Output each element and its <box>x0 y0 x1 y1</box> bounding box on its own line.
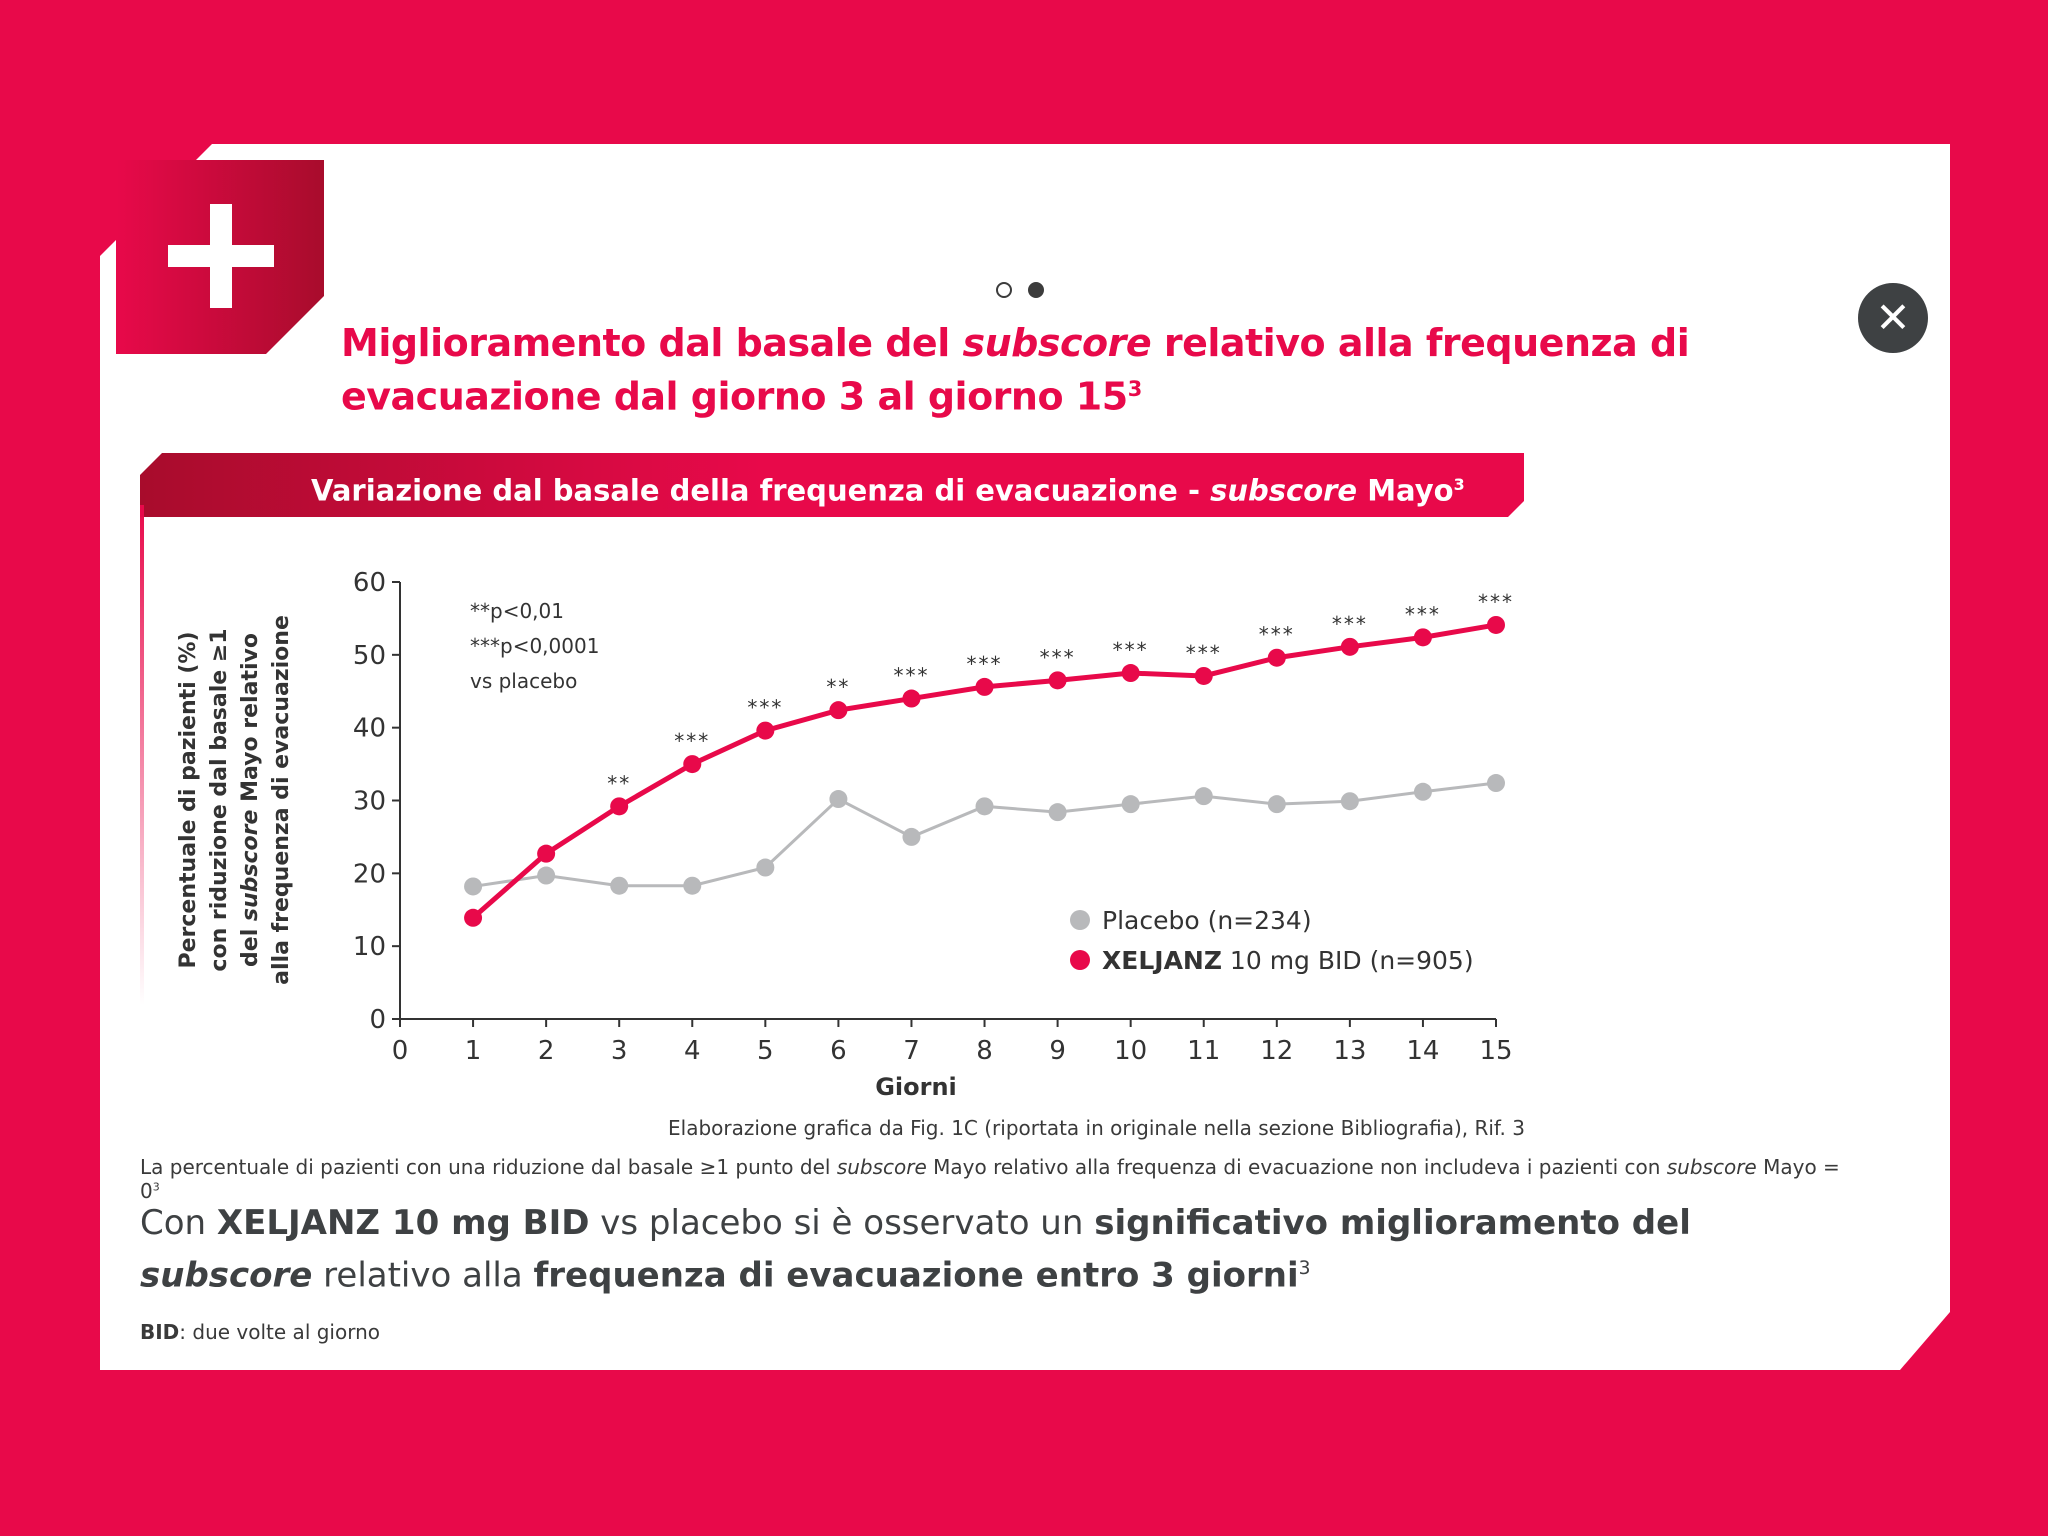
data-point-placebo <box>1121 795 1140 814</box>
y-axis-label-line: del subscore Mayo relativo <box>238 633 263 967</box>
x-tick-label: 13 <box>1333 1036 1366 1066</box>
data-point-xeljanz <box>1340 637 1359 656</box>
y-tick-label: 0 <box>369 1005 386 1035</box>
data-point-placebo <box>1340 792 1359 811</box>
data-point-xeljanz <box>902 689 921 708</box>
data-point-xeljanz <box>610 797 629 816</box>
footnote: La percentuale di pazienti con una riduz… <box>140 1155 1840 1203</box>
data-point-xeljanz <box>464 908 483 927</box>
close-button[interactable]: ✕ <box>1858 283 1928 353</box>
significance-mark: *** <box>967 652 1003 676</box>
chart-header-title: Variazione dal basale della frequenza di… <box>311 473 1465 508</box>
significance-mark: *** <box>1113 638 1149 662</box>
data-point-placebo <box>902 827 921 846</box>
x-tick-label: 4 <box>684 1036 701 1066</box>
data-point-xeljanz <box>1121 664 1140 683</box>
significance-mark: ** <box>826 675 850 699</box>
x-tick-label: 11 <box>1187 1036 1220 1066</box>
legend-marker-placebo <box>1070 910 1090 930</box>
chart-left-rule <box>140 505 144 1005</box>
y-tick-label: 60 <box>353 568 386 598</box>
pagination-dots <box>996 282 1044 298</box>
x-tick-label: 5 <box>757 1036 774 1066</box>
significance-annotation: vs placebo <box>470 669 577 693</box>
significance-mark: *** <box>1040 645 1076 669</box>
y-tick-label: 40 <box>353 714 386 744</box>
legend-label-xeljanz: XELJANZ 10 mg BID (n=905) <box>1102 946 1474 975</box>
significance-mark: ** <box>607 771 631 795</box>
data-point-placebo <box>1194 787 1213 806</box>
significance-mark: *** <box>1186 641 1222 665</box>
x-tick-label: 6 <box>830 1036 847 1066</box>
plus-badge <box>116 160 324 354</box>
x-tick-label: 15 <box>1479 1036 1512 1066</box>
page-dot-2[interactable] <box>1028 282 1044 298</box>
significance-mark: *** <box>1332 612 1368 636</box>
data-point-placebo <box>683 876 702 895</box>
x-tick-label: 10 <box>1114 1036 1147 1066</box>
significance-annotation: **p<0,01 <box>470 599 564 623</box>
x-tick-label: 7 <box>903 1036 920 1066</box>
data-point-placebo <box>975 797 994 816</box>
source-note: Elaborazione grafica da Fig. 1C (riporta… <box>668 1116 1525 1140</box>
data-point-xeljanz <box>1048 671 1067 690</box>
data-point-xeljanz <box>1413 628 1432 647</box>
page-dot-1[interactable] <box>996 282 1012 298</box>
data-point-xeljanz <box>1487 615 1505 634</box>
y-axis-label: Percentuale di pazienti (%) con riduzione… <box>175 600 315 1000</box>
x-tick-label: 8 <box>976 1036 993 1066</box>
x-axis-label: Giorni <box>875 1073 957 1100</box>
x-tick-label: 1 <box>465 1036 482 1066</box>
data-point-xeljanz <box>1194 666 1213 685</box>
legend-label-placebo: Placebo (n=234) <box>1102 906 1312 935</box>
data-point-placebo <box>1487 774 1505 793</box>
x-tick-label: 9 <box>1049 1036 1066 1066</box>
data-point-xeljanz <box>1267 648 1286 667</box>
significance-mark: *** <box>1478 590 1514 614</box>
data-point-xeljanz <box>537 844 556 863</box>
data-point-placebo <box>537 866 556 885</box>
x-tick-label: 3 <box>611 1036 628 1066</box>
x-tick-label: 0 <box>392 1036 409 1066</box>
x-tick-label: 2 <box>538 1036 555 1066</box>
data-point-xeljanz <box>975 677 994 696</box>
x-tick-label: 14 <box>1406 1036 1439 1066</box>
y-tick-label: 20 <box>353 859 386 889</box>
significance-annotation: ***p<0,0001 <box>470 634 599 658</box>
data-point-xeljanz <box>829 701 848 720</box>
x-tick-label: 12 <box>1260 1036 1293 1066</box>
y-tick-label: 30 <box>353 787 386 817</box>
data-point-placebo <box>464 877 483 896</box>
data-point-placebo <box>1267 795 1286 814</box>
y-tick-label: 50 <box>353 641 386 671</box>
significance-mark: *** <box>747 696 783 720</box>
conclusion-text: Con XELJANZ 10 mg BID vs placebo si è os… <box>140 1203 1691 1296</box>
y-axis-label-line: alla frequenza di evacuazione <box>269 615 294 985</box>
significance-mark: *** <box>1259 623 1295 647</box>
data-point-placebo <box>610 876 629 895</box>
abbreviation-note: BID: due volte al giorno <box>140 1320 380 1344</box>
data-point-xeljanz <box>756 721 775 740</box>
content-card <box>100 144 1950 1370</box>
y-tick-label: 10 <box>353 932 386 962</box>
y-axis-label-line: Percentuale di pazienti (%) <box>176 631 201 968</box>
data-point-placebo <box>1048 803 1067 822</box>
data-point-placebo <box>756 858 775 877</box>
page-title: Miglioramento dal basale del subscore re… <box>341 321 1690 419</box>
significance-mark: *** <box>893 664 929 688</box>
data-point-placebo <box>829 790 848 809</box>
chart-header-band <box>140 453 1524 517</box>
significance-mark: *** <box>674 729 710 753</box>
data-point-xeljanz <box>683 755 702 774</box>
close-icon: ✕ <box>1875 293 1911 342</box>
data-point-placebo <box>1413 782 1432 801</box>
significance-mark: *** <box>1405 602 1441 626</box>
y-axis-label-line: con riduzione dal basale ≥1 <box>207 628 232 971</box>
chart: 0 10 20 30 40 50 60 0 1 2 3 4 5 6 7 8 9 10 11 12 13 14 15 Giorn… <box>150 540 1550 1101</box>
legend-marker-xeljanz <box>1070 950 1090 970</box>
